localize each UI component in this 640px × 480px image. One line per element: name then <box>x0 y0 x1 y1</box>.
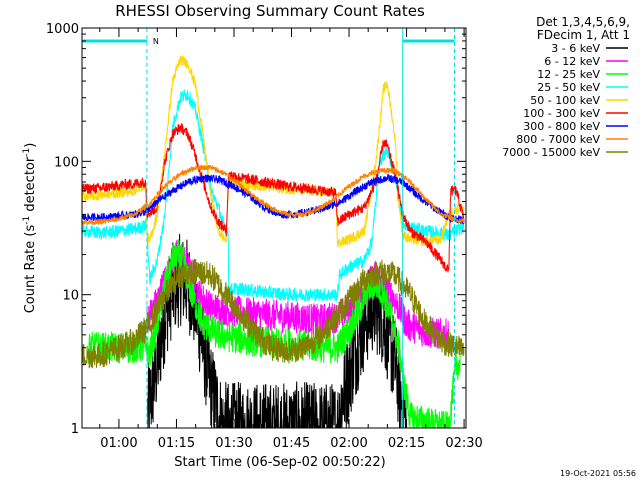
x-tick-label: 01:30 <box>215 436 252 451</box>
data-lines <box>82 55 465 428</box>
plot-area: N 1 10 100 1000 01:00 01:15 01:30 01:45 02:00 02:1… <box>46 22 483 451</box>
legend: Det 1,3,4,5,6,9, FDecim 1, Att 1 3 - 6 k… <box>502 15 630 159</box>
x-axis: 01:00 01:15 01:30 01:45 02:00 02:15 02:30 <box>99 28 483 451</box>
x-tick-label: 02:30 <box>445 436 482 451</box>
plot-frame <box>81 27 467 429</box>
series-line-1 <box>147 233 407 428</box>
legend-label-5: 50 - 100 keV <box>530 94 600 107</box>
series-line-9 <box>82 258 465 369</box>
legend-label-4: 25 - 50 keV <box>537 81 600 94</box>
y-tick-label: 100 <box>54 155 79 170</box>
y-axis: 1 10 100 1000 <box>46 22 466 437</box>
series-line-2 <box>146 239 450 351</box>
x-tick-label: 02:00 <box>330 436 367 451</box>
series-line-8 <box>82 164 465 226</box>
x-tick-label: 01:45 <box>273 436 310 451</box>
legend-label-8: 800 - 7000 keV <box>516 133 600 146</box>
series-line-5 <box>82 55 465 248</box>
x-tick-label: 01:15 <box>158 436 195 451</box>
y-tick-label: 1 <box>71 422 79 437</box>
legend-label-6: 100 - 300 keV <box>523 107 600 120</box>
legend-label-2: 6 - 12 keV <box>544 55 600 68</box>
x-tick-label: 01:00 <box>100 436 137 451</box>
series-line-4 <box>82 88 465 303</box>
legend-label-7: 300 - 800 keV <box>523 120 600 133</box>
y-tick-label: 10 <box>62 289 79 304</box>
x-axis-label: Start Time (06-Sep-02 00:50:22) <box>174 455 385 470</box>
x-tick-label: 02:15 <box>388 436 425 451</box>
chart-title: RHESSI Observing Summary Count Rates <box>115 2 425 20</box>
legend-header-line-1: Det 1,3,4,5,6,9, <box>536 15 630 29</box>
legend-label-3: 12 - 25 keV <box>537 68 600 81</box>
observing-markers: N <box>82 28 455 428</box>
series-line-6 <box>82 123 465 273</box>
timestamp: 19-Oct-2021 05:56 <box>560 469 636 478</box>
attenuator-label: N <box>153 37 159 46</box>
legend-label-9: 7000 - 15000 keV <box>502 146 600 159</box>
y-tick-label: 1000 <box>46 22 79 37</box>
legend-label-1: 3 - 6 keV <box>551 42 600 55</box>
y-axis-label: Count Rate (s-1 detector-1) <box>22 143 38 314</box>
legend-header-line-2: FDecim 1, Att 1 <box>537 28 630 42</box>
